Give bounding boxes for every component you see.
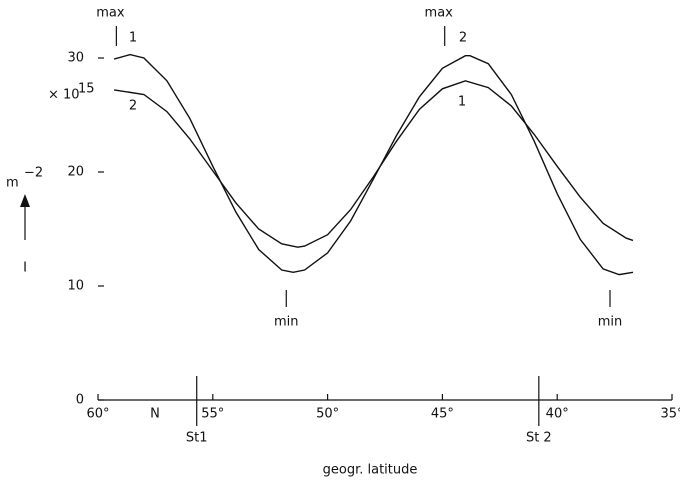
y-axis-label: m −2 I <box>6 166 43 276</box>
curve-label: 1 <box>129 31 137 46</box>
y-scale-base: × 10 <box>48 88 80 103</box>
curve-label: 1 <box>458 95 466 110</box>
marker-label: max <box>425 6 454 21</box>
curve <box>113 80 634 248</box>
marker-label: min <box>598 315 623 330</box>
curve <box>113 53 634 276</box>
y-unit-exp: −2 <box>24 166 43 181</box>
x-tick-label: 45° <box>431 407 454 422</box>
x-tick-label: 35° <box>660 407 680 422</box>
station-label: St 2 <box>526 431 552 446</box>
y-tick-label: 20 <box>67 165 84 180</box>
x-axis-label: geogr. latitude <box>323 463 418 478</box>
x-tick-label: 40° <box>546 407 569 422</box>
y-tick-label: 30 <box>67 51 84 66</box>
arrow-head <box>20 194 30 207</box>
y-scale-exp: 15 <box>78 82 95 97</box>
y-symbol: I <box>23 261 27 276</box>
y-tick-label: 0 <box>76 393 84 408</box>
region-label: N <box>150 407 160 422</box>
y-tick-label: 10 <box>67 279 84 294</box>
x-tick-label: 50° <box>316 407 339 422</box>
y-unit: m <box>6 176 19 191</box>
x-tick-label: 60° <box>86 407 109 422</box>
curve-label: 2 <box>459 31 467 46</box>
curve-label: 2 <box>129 99 137 114</box>
marker-label: max <box>96 6 125 21</box>
x-tick-label: 55° <box>201 407 224 422</box>
station-label: St1 <box>186 431 208 446</box>
marker-label: min <box>274 315 299 330</box>
